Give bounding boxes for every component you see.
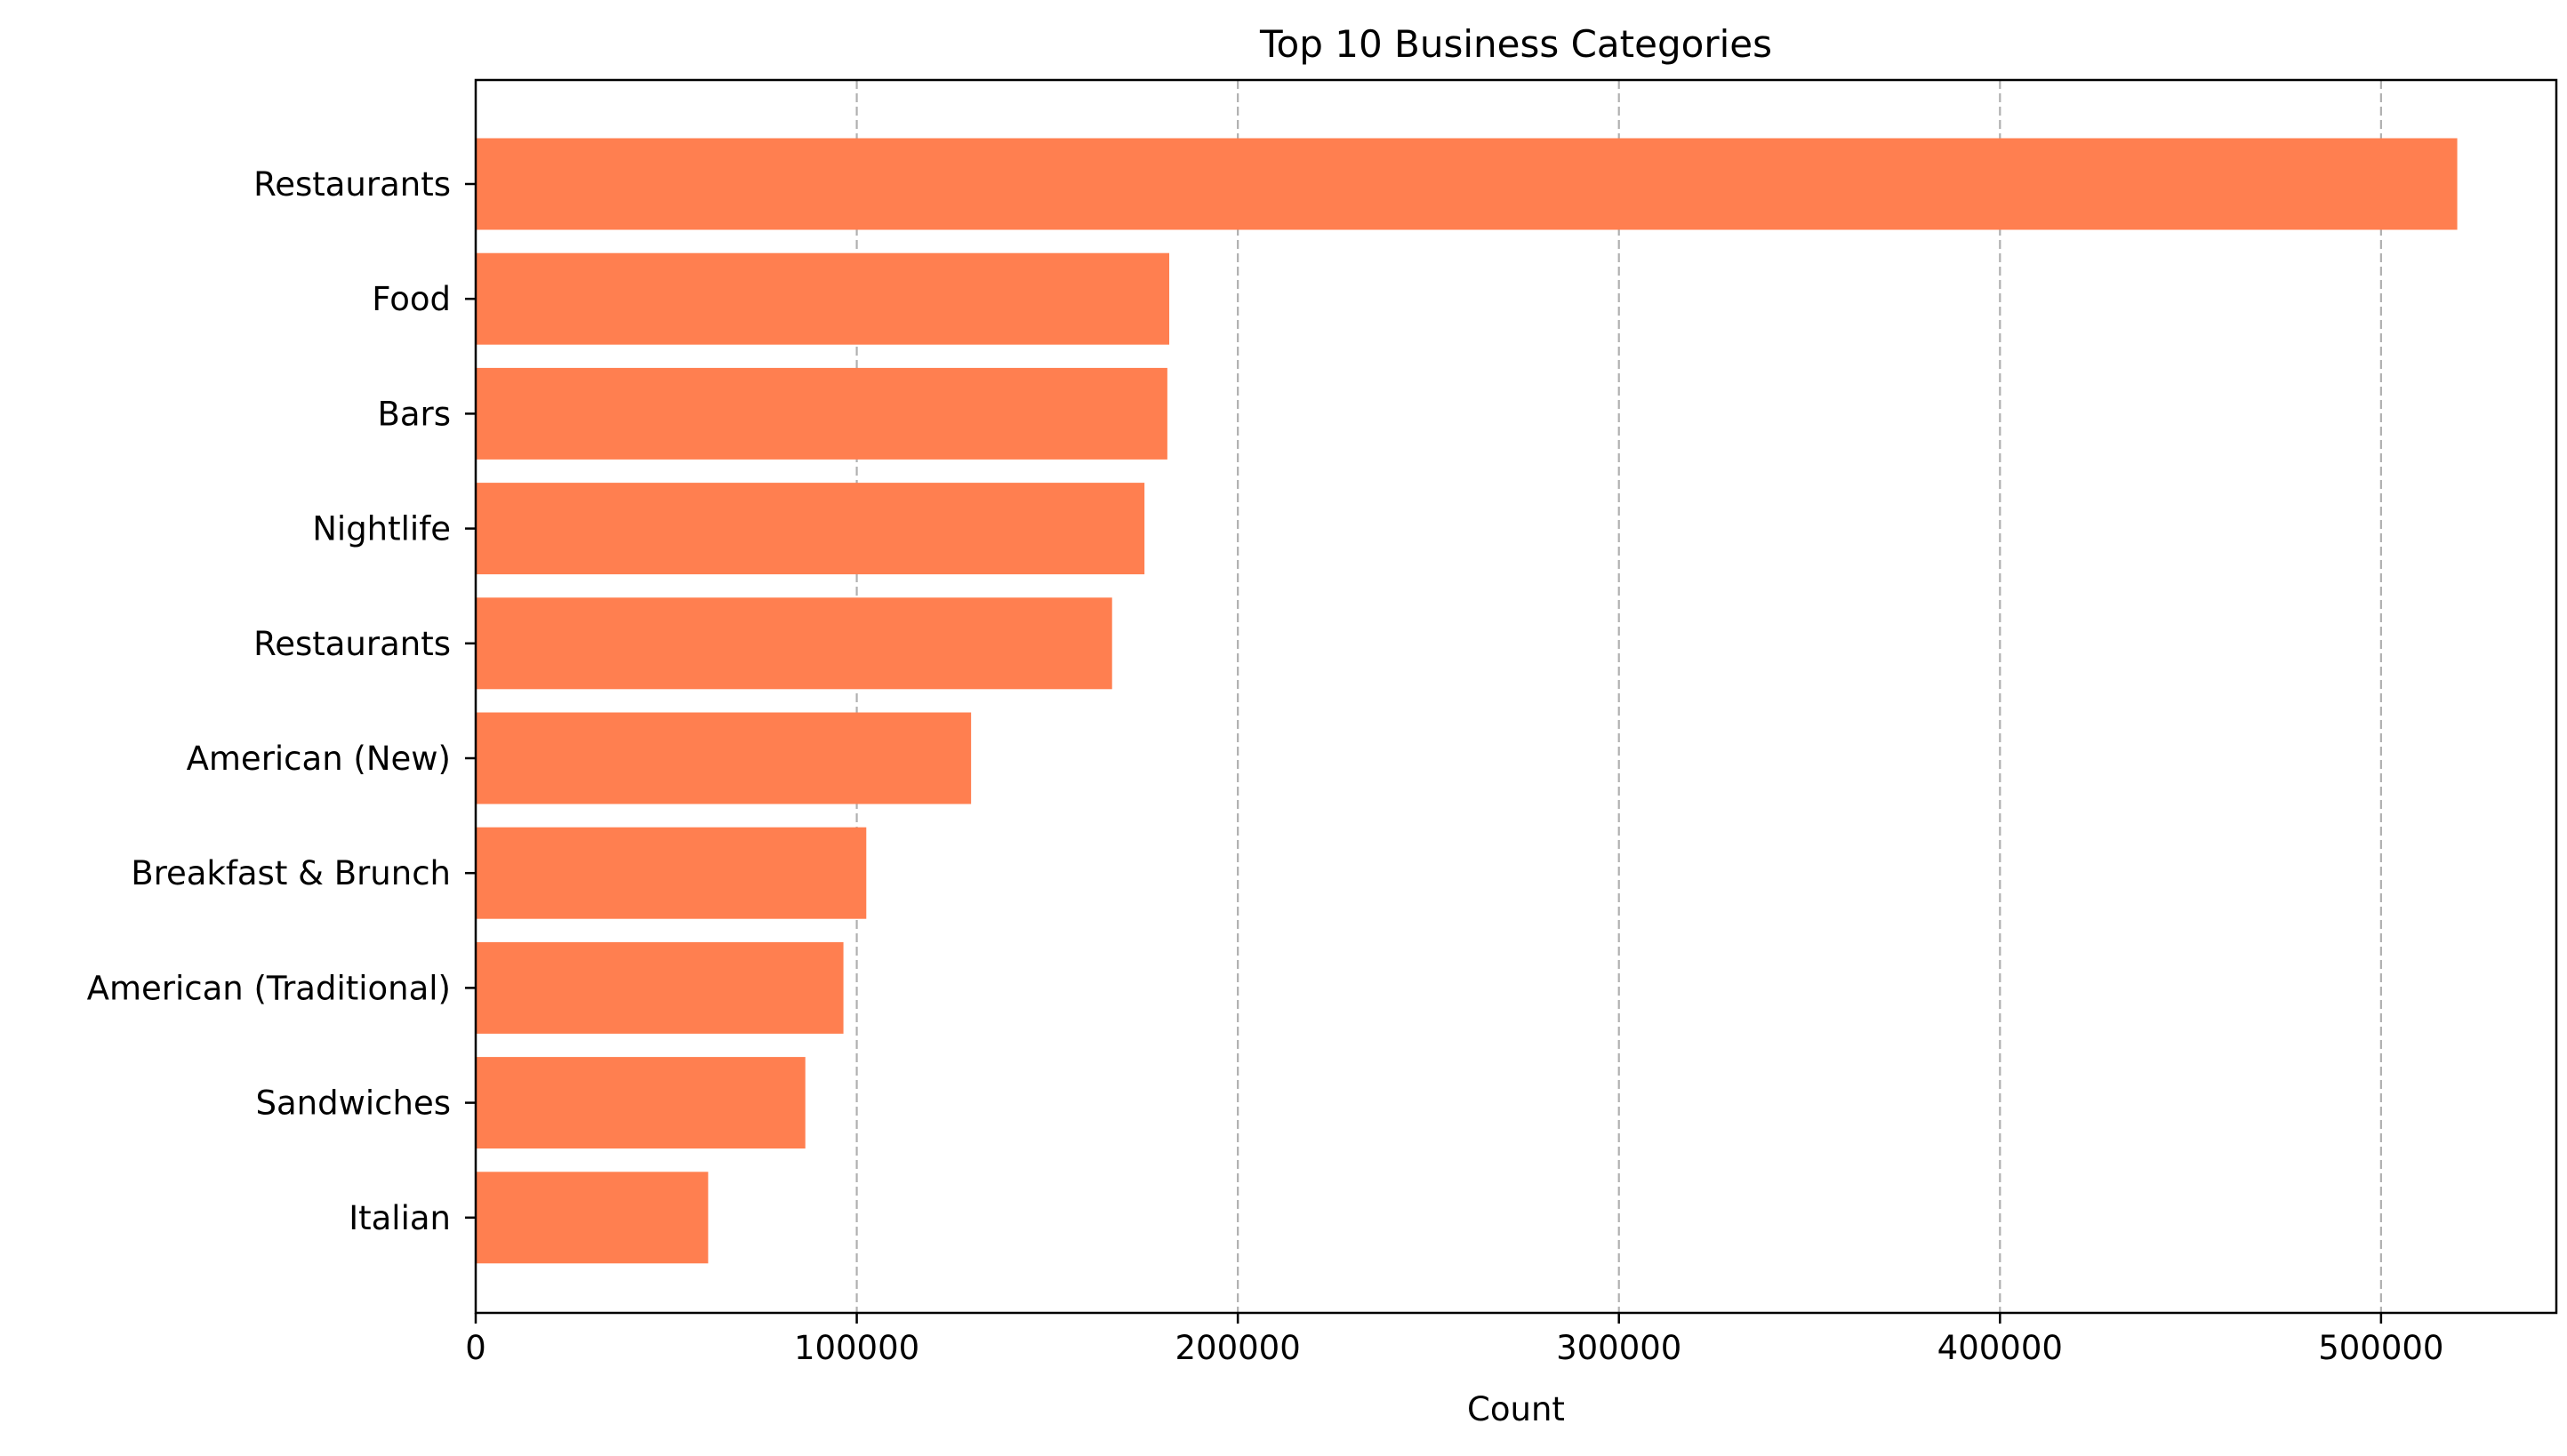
y-tick-label: Italian [349, 1199, 451, 1237]
x-tick-label: 0 [465, 1329, 486, 1367]
x-tick-label: 100000 [794, 1329, 919, 1367]
axes [474, 78, 2558, 1315]
bar [476, 712, 972, 804]
y-tick-label: Restaurants [253, 165, 451, 204]
bar [476, 367, 1167, 460]
bar [476, 1057, 806, 1149]
bar [476, 597, 1112, 690]
bar [476, 941, 844, 1034]
chart-title: Top 10 Business Categories [1259, 22, 1772, 66]
gridlines [855, 80, 2382, 1313]
x-tick-label: 500000 [2318, 1329, 2443, 1367]
bar [476, 483, 1145, 575]
y-tick-label: Breakfast & Brunch [131, 854, 451, 892]
bar [476, 827, 867, 919]
x-axis-label: Count [1467, 1390, 1565, 1428]
y-axis-ticks: Restaurants Food Bars Nightlife Restaurants A… [87, 165, 476, 1237]
y-tick-label: Sandwiches [256, 1084, 451, 1123]
y-tick-label: Restaurants [253, 625, 451, 663]
y-tick-label: Bars [377, 395, 451, 433]
x-tick-label: 200000 [1175, 1329, 1301, 1367]
bar [476, 1172, 709, 1264]
bar [476, 138, 2458, 230]
y-tick-label: Food [372, 280, 451, 318]
y-tick-label: American (Traditional) [87, 969, 451, 1007]
bars [476, 138, 2458, 1264]
y-tick-label: Nightlife [312, 510, 451, 548]
y-tick-label: American (New) [187, 740, 451, 778]
x-tick-label: 400000 [1937, 1329, 2063, 1367]
x-axis-ticks: 0 100000 200000 300000 400000 500000 [465, 1313, 2443, 1367]
bar [476, 252, 1169, 345]
x-tick-label: 300000 [1556, 1329, 1681, 1367]
plot-frame [474, 78, 2558, 1315]
